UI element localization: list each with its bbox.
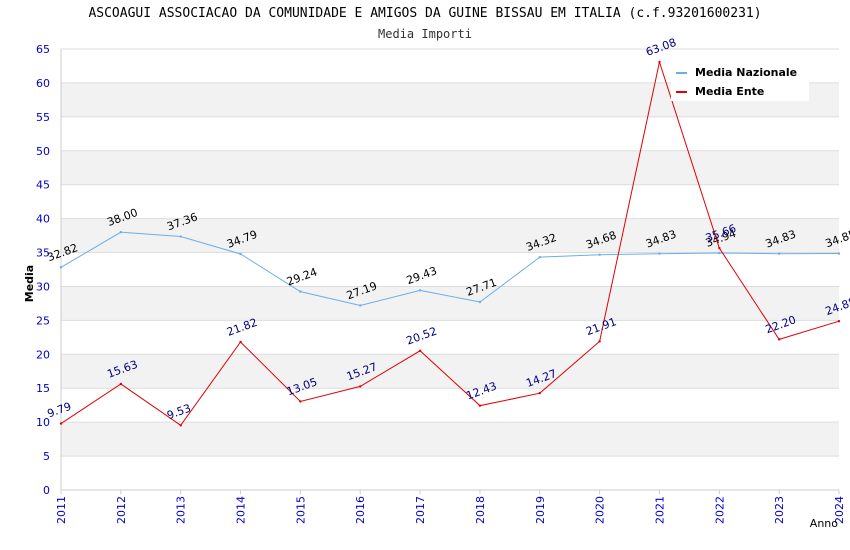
y-tick-label: 15 xyxy=(36,382,50,395)
data-point xyxy=(837,252,841,255)
x-tick-label: 2023 xyxy=(773,496,786,524)
x-tick-label: 2022 xyxy=(713,496,726,524)
series-line-2 xyxy=(60,60,840,427)
data-point xyxy=(299,290,302,293)
x-tick-label: 2020 xyxy=(594,496,607,524)
y-tick-label: 50 xyxy=(36,145,50,158)
data-point xyxy=(478,300,482,304)
data-label: 29.24 xyxy=(285,265,319,288)
y-tick-label: 25 xyxy=(36,314,50,327)
series-line-1 xyxy=(60,231,840,307)
data-point xyxy=(179,235,182,238)
chart-subtitle: Media Importi xyxy=(378,27,472,41)
y-tick-label: 30 xyxy=(36,280,50,293)
x-tick-label: 2018 xyxy=(474,496,487,524)
data-point xyxy=(658,60,661,64)
data-point xyxy=(598,253,601,256)
data-point xyxy=(418,289,422,292)
y-tick-label: 65 xyxy=(36,43,50,56)
y-tick-label: 35 xyxy=(36,247,50,260)
data-label: 29.43 xyxy=(405,264,439,287)
x-tick-label: 2012 xyxy=(115,496,128,524)
data-point xyxy=(718,251,721,255)
x-tick-label: 2015 xyxy=(294,496,307,524)
y-tick-label: 45 xyxy=(36,179,50,192)
x-tick-label: 2014 xyxy=(235,496,248,524)
x-tick-label: 2024 xyxy=(833,496,846,524)
data-point xyxy=(119,230,123,234)
data-label: 9.79 xyxy=(46,400,73,421)
data-point xyxy=(239,252,242,256)
data-point xyxy=(478,404,482,407)
grid-band xyxy=(61,218,839,253)
x-tick-label: 2013 xyxy=(175,496,188,524)
data-point xyxy=(538,391,541,395)
data-point xyxy=(718,246,721,250)
x-tick-label: 2021 xyxy=(653,496,666,524)
y-tick-label: 40 xyxy=(36,213,50,226)
data-point xyxy=(658,252,661,255)
y-tick-label: 0 xyxy=(43,484,50,497)
y-axis-title: Media xyxy=(23,265,36,302)
legend-box xyxy=(671,60,809,101)
y-tick-label: 10 xyxy=(36,416,50,429)
legend-label: Media Ente xyxy=(695,85,764,98)
y-tick-label: 60 xyxy=(36,77,50,90)
data-point xyxy=(837,319,841,323)
data-point xyxy=(598,340,601,343)
y-tick-label: 5 xyxy=(43,450,50,463)
data-label: 9.53 xyxy=(165,402,192,423)
data-point xyxy=(777,252,781,255)
y-tick-label: 20 xyxy=(36,348,50,361)
data-point xyxy=(777,338,781,341)
data-point xyxy=(359,385,362,388)
grid-band xyxy=(61,354,839,389)
data-point xyxy=(59,266,63,269)
y-tick-label: 55 xyxy=(36,111,50,124)
data-point xyxy=(418,349,422,352)
data-point xyxy=(59,422,63,425)
x-tick-label: 2011 xyxy=(55,496,68,524)
x-tick-label: 2019 xyxy=(534,496,547,524)
data-point xyxy=(299,400,302,403)
x-axis-title: Anno xyxy=(810,517,838,530)
legend-label: Media Nazionale xyxy=(695,66,797,79)
data-label: 63.08 xyxy=(644,36,678,59)
data-point xyxy=(239,340,242,344)
grid-band xyxy=(61,286,839,321)
grid-band xyxy=(61,422,839,457)
x-tick-label: 2017 xyxy=(414,496,427,524)
data-point xyxy=(179,424,182,427)
x-tick-label: 2016 xyxy=(354,496,367,524)
grid-band xyxy=(61,150,839,185)
data-label: 20.52 xyxy=(405,325,439,348)
chart-title: ASCOAGUI ASSOCIACAO DA COMUNIDADE E AMIG… xyxy=(88,6,762,21)
data-point xyxy=(538,255,541,259)
data-point xyxy=(119,382,123,386)
data-point xyxy=(359,304,362,307)
